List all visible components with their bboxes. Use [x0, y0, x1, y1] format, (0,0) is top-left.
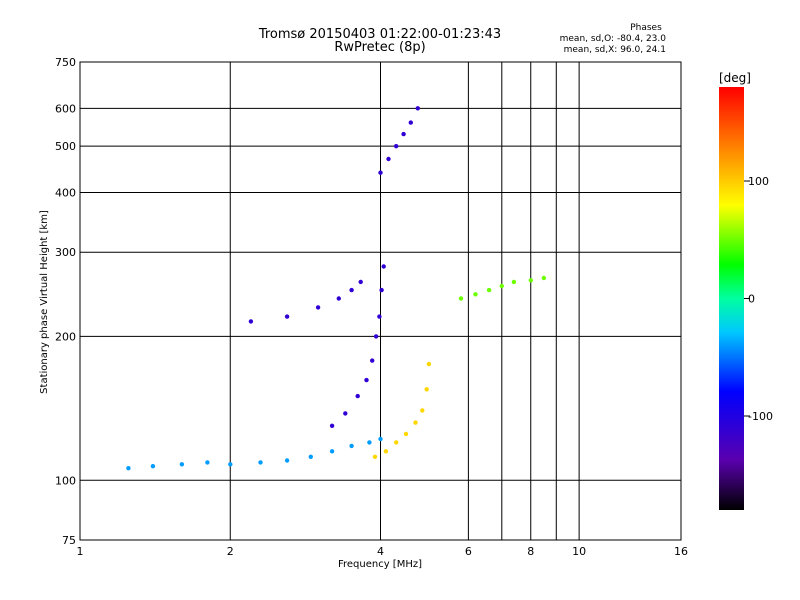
colorbar-tick-label: 100	[748, 175, 769, 188]
grid	[80, 62, 681, 540]
data-point	[413, 420, 418, 425]
data-point	[378, 170, 383, 175]
chart-subtitle: RwPretec (8p)	[334, 40, 425, 55]
data-point	[381, 264, 386, 269]
x-tick-label: 1	[77, 545, 84, 558]
data-point	[367, 440, 372, 445]
data-point	[284, 314, 290, 319]
data-point	[150, 464, 156, 469]
y-tick-label: 75	[62, 534, 76, 547]
x-tick-label: 8	[527, 545, 534, 558]
data-point	[541, 275, 547, 281]
data-point	[420, 408, 425, 413]
data-point	[401, 131, 406, 137]
data-point	[336, 296, 341, 301]
phase-legend-title: Phases	[630, 23, 662, 33]
y-axis-label: Stationary phase Virtual Height [km]	[39, 210, 50, 394]
data-point	[370, 358, 375, 363]
x-tick-labels: 1 2 4 6 8 10 16	[77, 545, 689, 558]
data-point	[386, 156, 391, 162]
x-tick-label: 4	[377, 545, 384, 558]
data-point	[499, 283, 504, 289]
colorbar-label: [deg]	[719, 71, 751, 85]
x-tick-label: 2	[227, 545, 234, 558]
colorbar-tick-label: -100	[748, 410, 773, 423]
x-tick-label: 16	[674, 545, 688, 558]
data-point	[528, 278, 533, 283]
y-tick-label: 100	[55, 474, 76, 487]
data-point	[179, 462, 185, 467]
data-point	[426, 361, 432, 367]
x-tick-label: 6	[465, 545, 472, 558]
data-point	[258, 460, 263, 465]
y-tick-labels: 75 100 200 300 400 500 600 750	[55, 56, 76, 547]
data-point	[377, 314, 382, 319]
chart-title: Tromsø 20150403 01:22:00-01:23:43	[258, 27, 501, 42]
data-point	[284, 458, 290, 463]
data-point	[228, 462, 233, 467]
data-point	[329, 423, 335, 428]
data-point	[379, 287, 384, 293]
data-point	[358, 279, 363, 285]
plot-frame	[79, 61, 682, 541]
data-point	[394, 144, 399, 149]
data-point	[473, 292, 478, 297]
colorbar-tick-label: 0	[748, 293, 755, 306]
data-point	[511, 279, 517, 285]
data-point	[315, 305, 321, 310]
data-point	[349, 287, 354, 293]
data-point	[403, 431, 409, 437]
data-point	[394, 440, 399, 445]
data-point	[308, 454, 313, 459]
y-tick-label: 500	[55, 140, 76, 153]
data-point	[343, 411, 348, 416]
data-points	[126, 106, 547, 471]
data-point	[383, 449, 389, 454]
data-point	[415, 106, 420, 111]
y-tick-label: 750	[55, 56, 76, 69]
data-point	[424, 387, 429, 392]
y-tick-label: 200	[55, 330, 76, 343]
data-point	[373, 334, 379, 339]
data-point	[372, 454, 378, 459]
data-point	[126, 466, 131, 471]
phase-legend-line1: mean, sd,O: -80.4, 23.0	[560, 34, 667, 44]
x-axis-label: Frequency [MHz]	[338, 559, 422, 570]
y-tick-label: 400	[55, 186, 76, 199]
colorbar	[719, 87, 744, 510]
data-point	[205, 460, 210, 465]
data-point	[329, 449, 335, 454]
phase-legend-line2: mean, sd,X: 96.0, 24.1	[564, 45, 666, 55]
data-point	[355, 393, 360, 399]
data-point	[364, 377, 369, 383]
colorbar-ticks: 100 0 -100	[744, 175, 773, 423]
data-point	[378, 436, 383, 442]
data-point	[349, 443, 354, 449]
y-tick-label: 600	[55, 102, 76, 115]
y-tick-label: 300	[55, 246, 76, 259]
data-point	[458, 296, 464, 301]
data-point	[486, 287, 492, 293]
x-tick-label: 10	[572, 545, 586, 558]
data-point	[248, 319, 254, 324]
data-point	[408, 120, 413, 125]
